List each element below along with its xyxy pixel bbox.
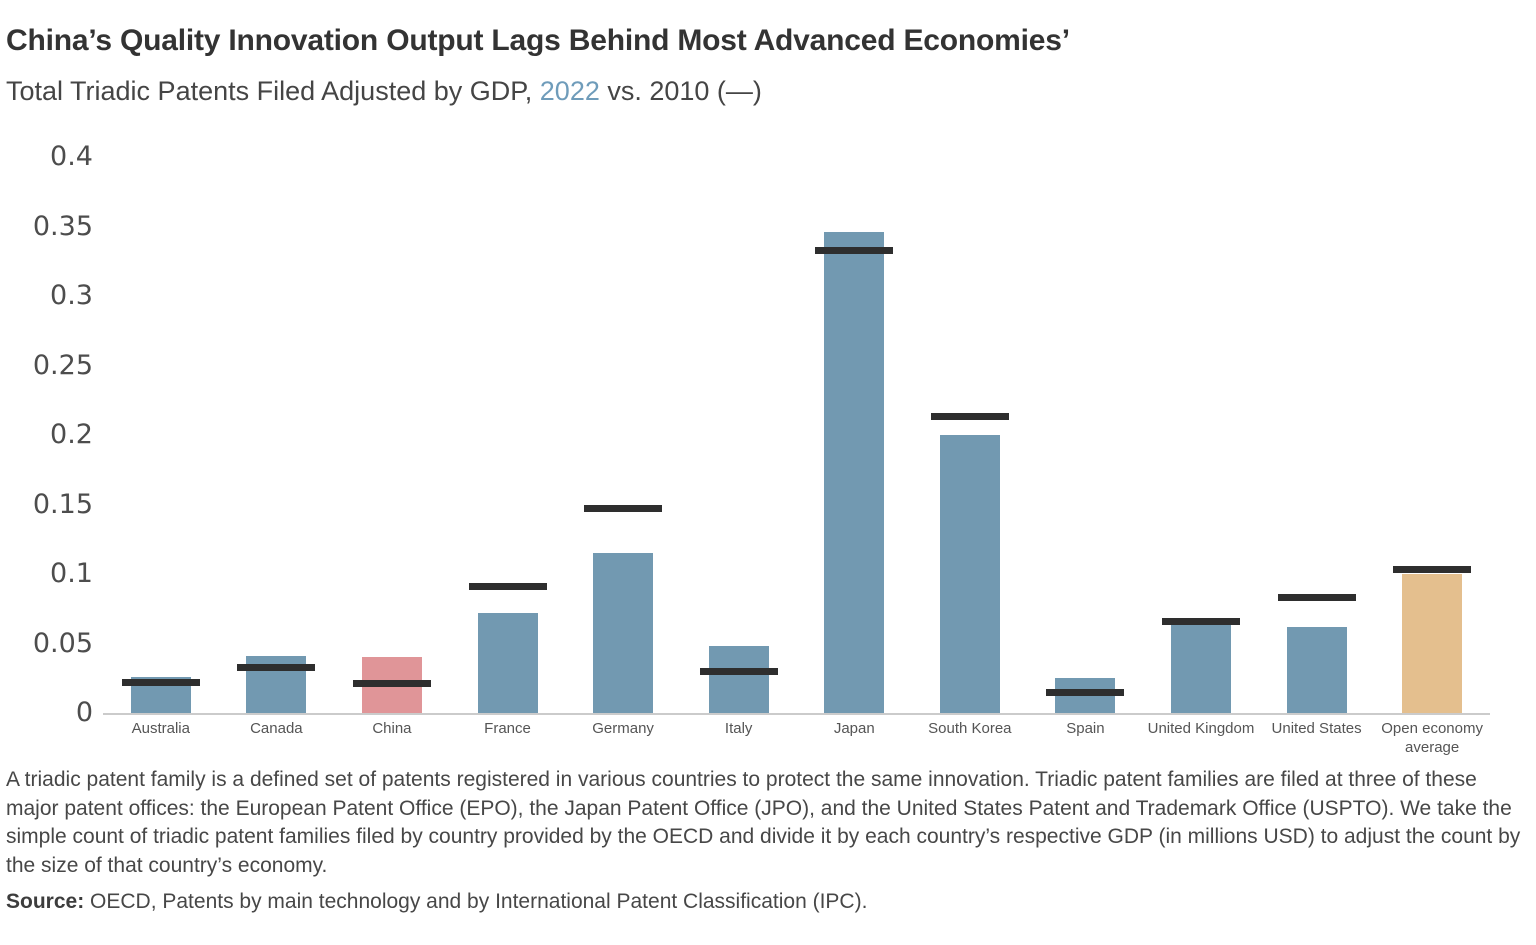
dash-2010	[121, 678, 200, 686]
dash-2010	[1277, 594, 1356, 602]
source-label: Source:	[6, 890, 85, 913]
dash-2010	[1046, 688, 1125, 696]
bar-2022	[824, 232, 885, 713]
dash-2010	[699, 667, 778, 675]
x-axis-baseline	[103, 713, 1490, 715]
dash-2010	[815, 246, 894, 254]
bar-2022	[1286, 626, 1347, 713]
bar-column: Spain	[1028, 157, 1144, 737]
x-axis-label: United Kingdom	[1147, 720, 1255, 737]
dash-2010	[930, 413, 1009, 421]
x-axis-label: Open economy average	[1381, 720, 1483, 756]
bar-2022	[1170, 624, 1231, 713]
bar-2022	[1402, 574, 1463, 713]
bar-2022	[477, 612, 538, 713]
source-text: OECD, Patents by main technology and by …	[84, 890, 868, 913]
chart-subtitle: Total Triadic Patents Filed Adjusted by …	[6, 76, 762, 107]
y-tick-label: 0.1	[50, 558, 93, 589]
y-tick-label: 0.15	[32, 488, 93, 520]
bar-2022	[708, 646, 769, 713]
bar-column: United Kingdom	[1143, 157, 1259, 737]
x-axis-label: Japan	[833, 720, 875, 737]
dash-2010	[352, 680, 431, 688]
y-axis: 0 0.05 0.1 0.15 0.2 0.25 0.3 0.35 0.4	[0, 141, 93, 728]
bar-column: Australia	[103, 157, 219, 737]
x-axis-label: China	[372, 720, 412, 737]
bar-column: Japan	[796, 157, 912, 737]
y-tick-label: 0.2	[50, 419, 93, 450]
bar-column: Open economy average	[1374, 157, 1490, 756]
bar-column: Germany	[565, 157, 681, 737]
bar-2022	[939, 435, 1000, 713]
subtitle-2010-legend: vs. 2010 (—)	[599, 76, 762, 106]
x-axis-label: United States	[1271, 720, 1362, 737]
bar-column: Canada	[219, 157, 335, 737]
x-axis-label: South Korea	[928, 720, 1012, 737]
y-tick-label: 0.05	[32, 627, 93, 659]
plot-area: Australia Canada China France Germany Italy Ja…	[103, 157, 1490, 756]
x-axis-label: Spain	[1066, 720, 1105, 737]
bar-column: Italy	[681, 157, 797, 737]
chart-title: China’s Quality Innovation Output Lags B…	[6, 24, 1070, 57]
y-tick-label: 0.3	[50, 280, 93, 311]
y-tick-label: 0.25	[32, 349, 93, 381]
x-axis-label: Italy	[724, 720, 753, 737]
bar-column: France	[450, 157, 566, 737]
footnote: A triadic patent family is a defined set…	[6, 768, 1521, 877]
x-axis-label: Canada	[250, 720, 303, 737]
bar-columns: Australia Canada China France Germany Italy Ja…	[103, 157, 1490, 756]
bar-column: China	[334, 157, 450, 737]
x-axis-label: France	[484, 720, 531, 737]
dash-2010	[584, 505, 663, 513]
bar-column: South Korea	[912, 157, 1028, 737]
dash-2010	[1393, 566, 1472, 574]
y-tick-label: 0.4	[50, 141, 93, 172]
y-tick-label: 0	[75, 697, 93, 728]
x-axis-label: Germany	[592, 720, 654, 737]
dash-2010	[1161, 617, 1240, 625]
subtitle-text: Total Triadic Patents Filed Adjusted by …	[6, 76, 540, 106]
x-axis-label: Australia	[131, 720, 190, 737]
source-line: Source: OECD, Patents by main technology…	[6, 890, 867, 914]
dash-2010	[468, 583, 547, 591]
dash-2010	[237, 663, 316, 671]
bar-2022	[593, 553, 654, 713]
subtitle-year-2022: 2022	[539, 76, 600, 106]
y-tick-label: 0.35	[32, 210, 93, 242]
bar-column: United States	[1259, 157, 1375, 737]
